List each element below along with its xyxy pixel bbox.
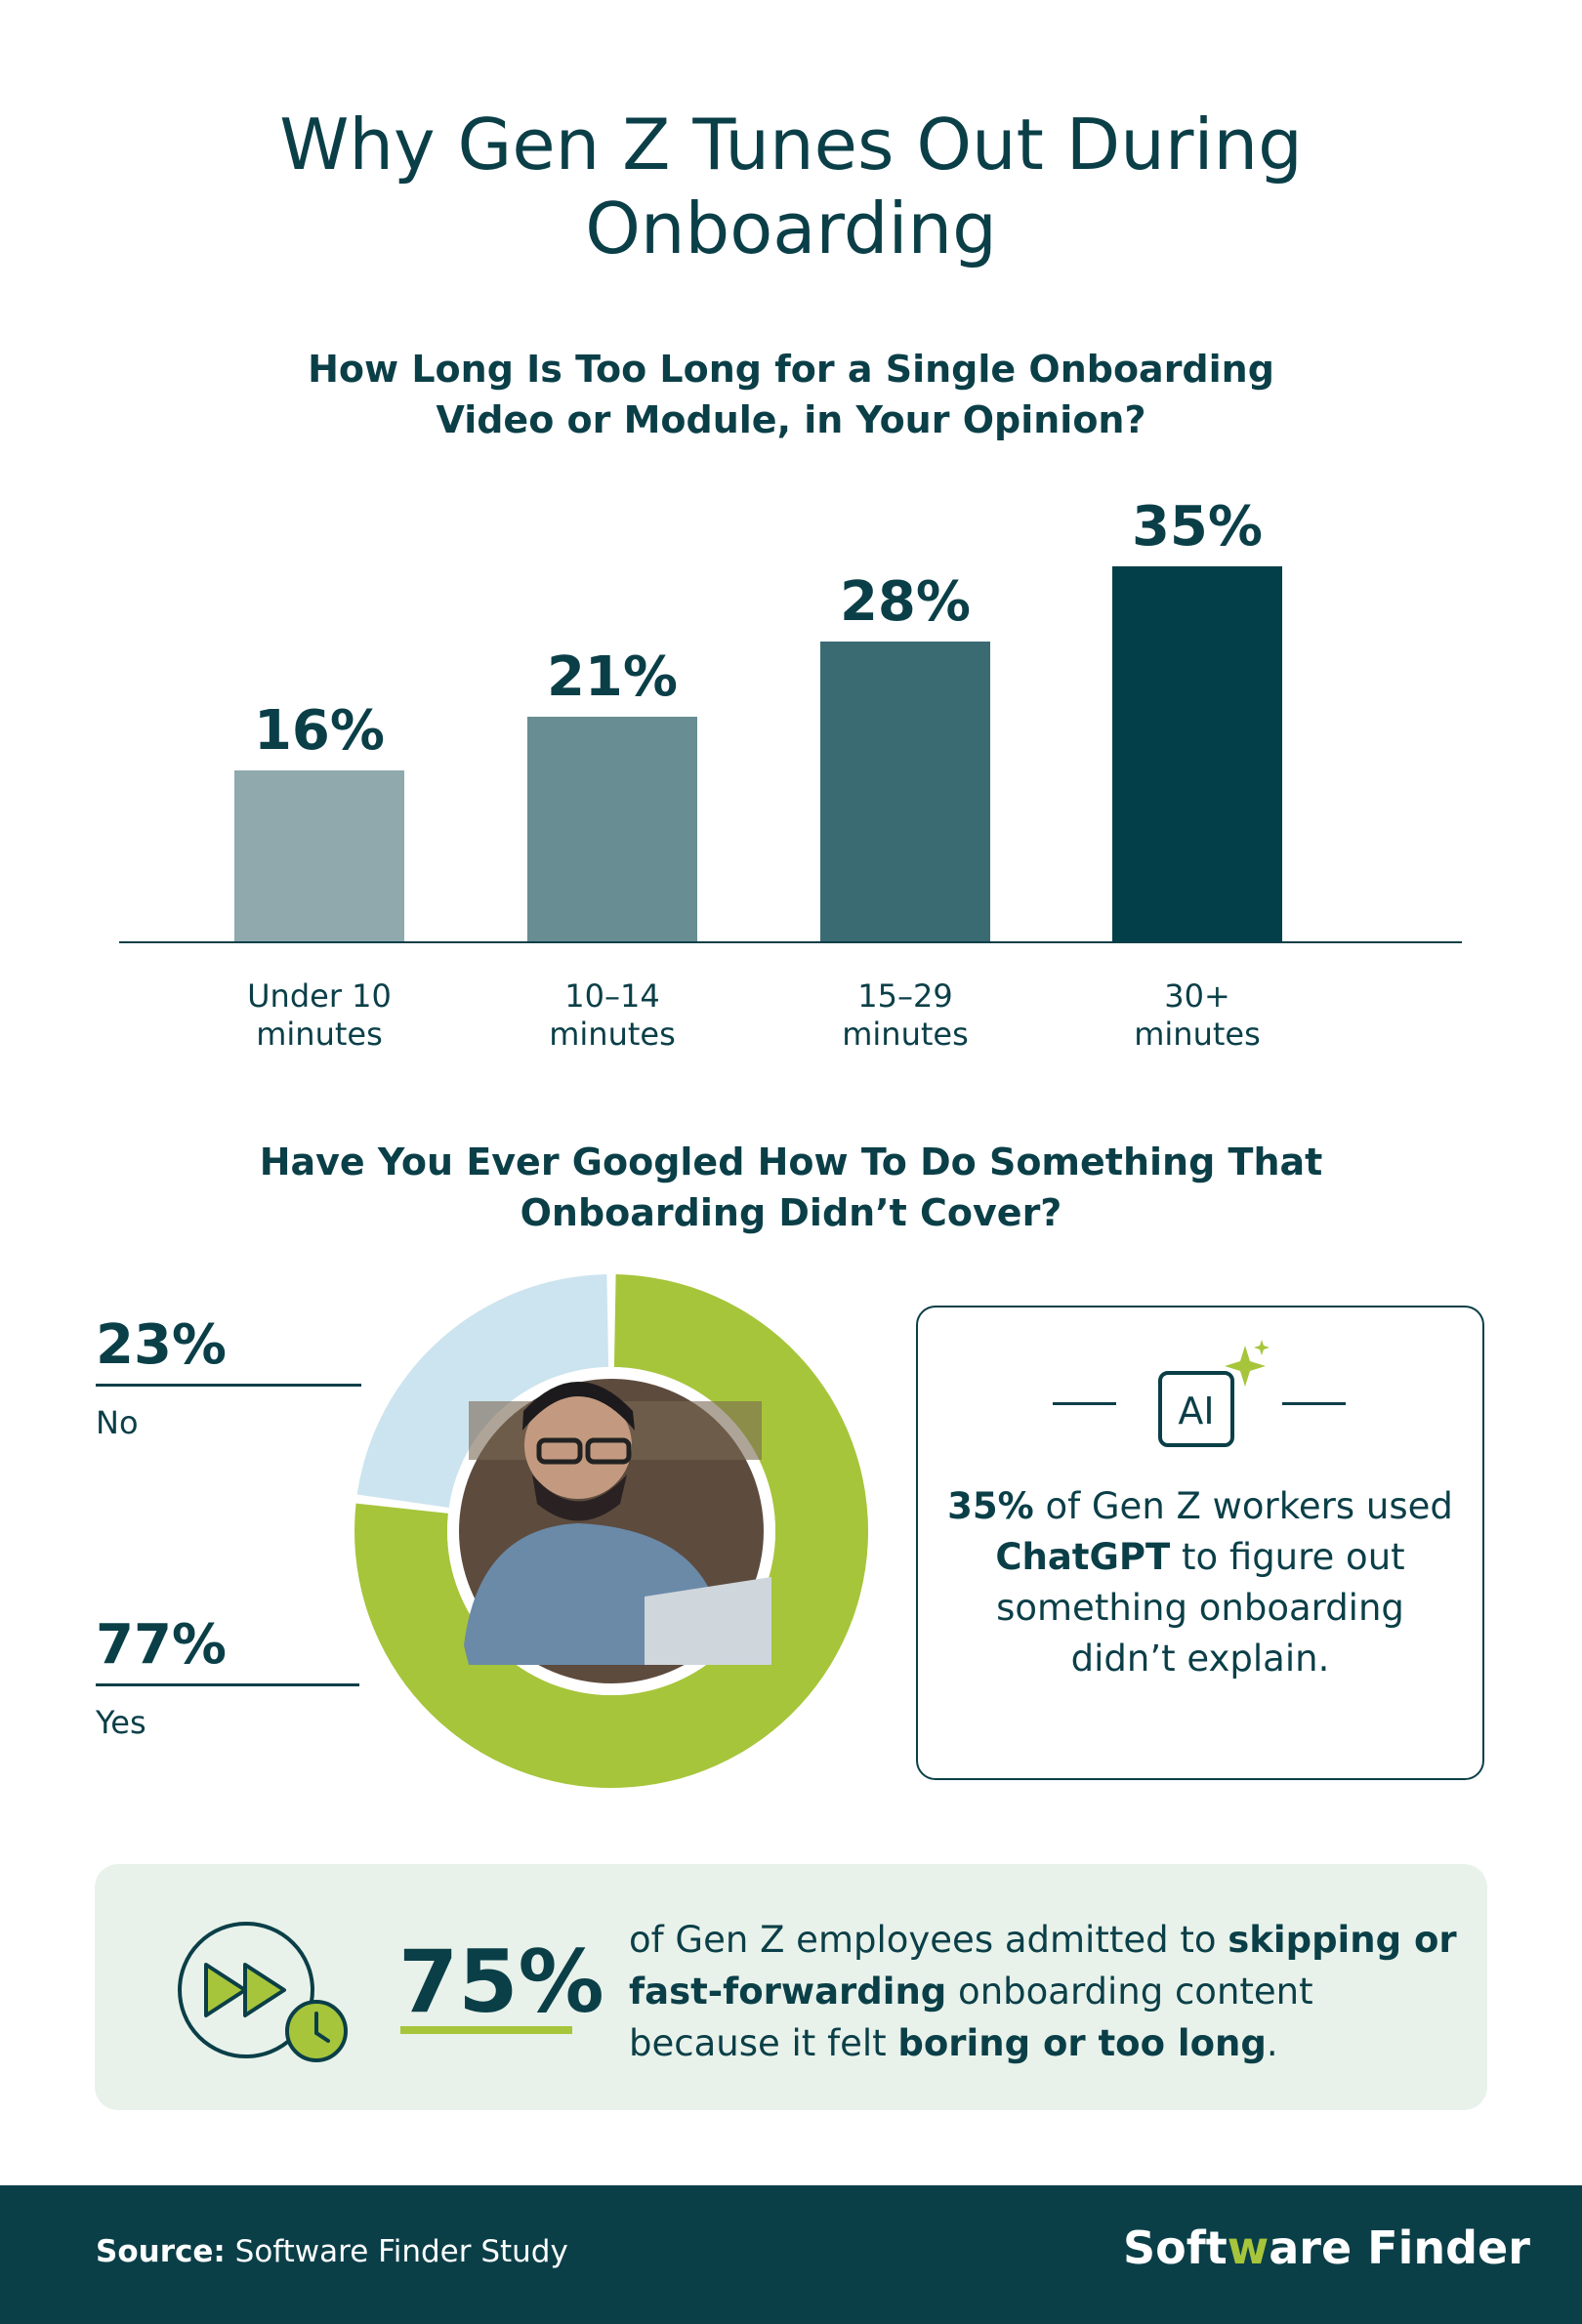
chatgpt-stat-card <box>916 1306 1484 1780</box>
person-photo <box>447 1367 775 1695</box>
source-note: Source: Software Finder Study <box>96 2234 568 2269</box>
skipping-stat-banner <box>95 1864 1487 2110</box>
bar-category-label-2: minutes <box>549 1016 676 1053</box>
bar-3 <box>820 642 990 942</box>
footer-bar <box>0 2185 1582 2324</box>
bar-value-label-4: 35% <box>1132 495 1263 559</box>
bar-chart: 16%Under 10minutes21%10–14minutes28%15–2… <box>119 495 1462 1053</box>
bar-chart-question: How Long Is Too Long for a Single Onboar… <box>308 348 1274 441</box>
bar-value-label-1: 16% <box>254 699 385 763</box>
card-divider-left <box>1053 1402 1116 1405</box>
donut-chart-question: Have You Ever Googled How To Do Somethin… <box>259 1141 1323 1234</box>
bar-category-label-1: minutes <box>256 1016 383 1053</box>
bar-category-label-3: 15–29 <box>857 977 952 1015</box>
bar-value-label-3: 28% <box>840 570 971 634</box>
bar-category-label-2: 10–14 <box>564 977 659 1015</box>
bar-category-label-3: minutes <box>842 1016 969 1053</box>
donut-no-rule <box>96 1384 361 1387</box>
skipping-stat-value: 75% <box>398 1931 604 2032</box>
donut-yes-value: 77% <box>96 1613 228 1677</box>
bar-category-label-4: minutes <box>1134 1016 1261 1053</box>
bar-2 <box>527 717 697 942</box>
donut-chart <box>354 1274 869 1788</box>
chatgpt-stat-text: 35% of Gen Z workers used ChatGPT to fig… <box>947 1485 1453 1680</box>
donut-yes-label: Yes <box>96 1704 146 1741</box>
skipping-stat-text: of Gen Z employees admitted to skipping … <box>629 1919 1457 2064</box>
bar-1 <box>234 770 404 942</box>
skipping-stat-underline <box>400 2026 572 2034</box>
donut-no-value: 23% <box>96 1313 228 1377</box>
bar-category-label-4: 30+ <box>1164 977 1230 1015</box>
ai-sparkle-icon: AI <box>1158 1340 1270 1447</box>
donut-slice-no <box>356 1274 609 1509</box>
bar-4 <box>1112 566 1282 942</box>
page-title: Why Gen Z Tunes Out During Onboarding <box>279 104 1303 270</box>
card-divider-right <box>1282 1402 1346 1405</box>
fast-forward-clock-icon <box>178 1922 348 2062</box>
donut-yes-rule <box>96 1683 359 1686</box>
donut-no-label: No <box>96 1404 139 1441</box>
brand-logo: Software Finder <box>1123 2221 1530 2274</box>
bar-category-label-1: Under 10 <box>247 977 392 1015</box>
ai-icon-text: AI <box>1178 1390 1214 1432</box>
bar-value-label-2: 21% <box>547 645 678 709</box>
